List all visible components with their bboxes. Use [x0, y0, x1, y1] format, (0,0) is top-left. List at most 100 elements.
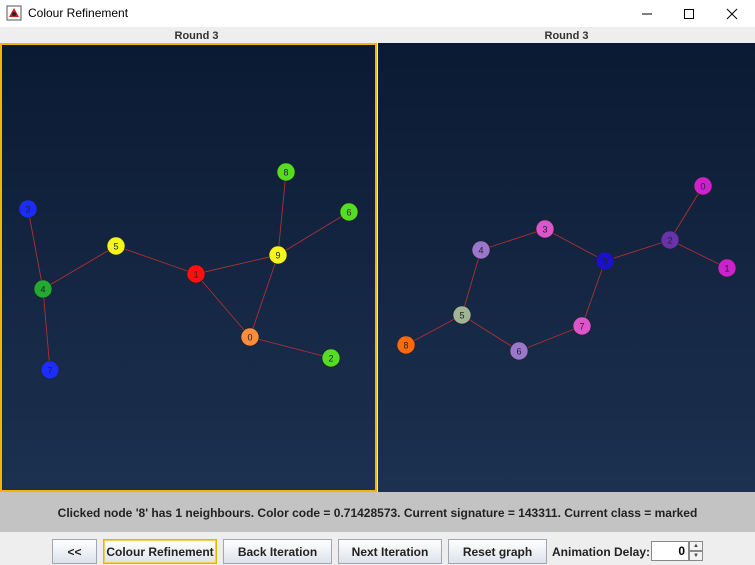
left-edge-1-9 — [195, 254, 279, 275]
right-node-circle[interactable] — [452, 305, 472, 325]
right-node-0[interactable]: 0 — [693, 176, 713, 196]
right-node-label: 4 — [478, 246, 483, 256]
left-node-circle[interactable] — [339, 202, 359, 222]
left-node-label: 8 — [283, 168, 288, 178]
left-node-circle[interactable] — [240, 327, 260, 347]
left-node-9[interactable]: 9 — [268, 245, 288, 265]
chevron-down-icon: ▼ — [693, 553, 699, 559]
left-edge-5-1 — [115, 245, 197, 275]
right-node-3[interactable]: 3 — [535, 219, 555, 239]
right-edge-9-7 — [581, 260, 606, 327]
left-node-label: 9 — [275, 251, 280, 261]
right-node-8[interactable]: 8 — [396, 335, 416, 355]
right-edge-6-7 — [518, 325, 583, 352]
left-edge-9-0 — [249, 254, 279, 338]
left-round-label: Round 3 — [174, 30, 219, 42]
left-node-label: 7 — [47, 366, 52, 376]
left-node-circle[interactable] — [33, 279, 53, 299]
back-iteration-button[interactable]: Back Iteration — [223, 539, 332, 564]
left-node-1[interactable]: 1 — [186, 264, 206, 284]
right-graph-canvas[interactable]: 0 1 2 3 4 5 6 7 8 9 — [378, 43, 755, 492]
right-node-circle[interactable] — [717, 258, 737, 278]
right-node-1[interactable]: 1 — [717, 258, 737, 278]
animation-delay-label: Animation Delay: — [552, 545, 651, 559]
left-node-label: 1 — [193, 270, 198, 280]
left-node-label: 6 — [346, 208, 351, 218]
right-node-label: 8 — [403, 341, 408, 351]
animation-delay-spinner[interactable]: 0 ▲ ▼ — [651, 541, 703, 561]
left-edge-3-4 — [27, 208, 44, 290]
window-title: Colour Refinement — [28, 6, 129, 20]
next-iteration-button[interactable]: Next Iteration — [338, 539, 442, 564]
right-edge-3-4 — [480, 228, 546, 251]
right-node-6[interactable]: 6 — [509, 341, 529, 361]
right-node-2[interactable]: 2 — [660, 230, 680, 250]
reset-graph-button[interactable]: Reset graph — [448, 539, 547, 564]
status-message: Clicked node '8' has 1 neighbours. Color… — [57, 506, 698, 520]
left-node-label: 4 — [40, 285, 45, 295]
left-node-8[interactable]: 8 — [276, 162, 296, 182]
back-all-button[interactable]: << — [52, 539, 97, 564]
left-node-circle[interactable] — [106, 236, 126, 256]
left-node-5[interactable]: 5 — [106, 236, 126, 256]
right-node-circle[interactable] — [535, 219, 555, 239]
right-node-label: 2 — [667, 236, 672, 246]
left-node-3[interactable]: 3 — [18, 199, 38, 219]
right-node-label: 6 — [516, 347, 521, 357]
minimize-button[interactable] — [624, 0, 670, 27]
left-edge-4-7 — [42, 288, 51, 371]
right-node-4[interactable]: 4 — [471, 240, 491, 260]
left-node-circle[interactable] — [186, 264, 206, 284]
right-node-circle[interactable] — [660, 230, 680, 250]
status-bar: Clicked node '8' has 1 neighbours. Color… — [0, 492, 755, 532]
left-edge-9-6 — [277, 211, 350, 256]
right-node-circle[interactable] — [471, 240, 491, 260]
right-node-label: 7 — [579, 322, 584, 332]
left-node-circle[interactable] — [40, 360, 60, 380]
right-node-label: 5 — [459, 311, 464, 321]
left-edge-9-8 — [277, 171, 287, 256]
left-node-0[interactable]: 0 — [240, 327, 260, 347]
right-node-label: 3 — [542, 225, 547, 235]
left-graph-svg[interactable]: 0 1 2 3 4 5 6 7 8 9 — [2, 45, 375, 490]
left-edge-0-2 — [249, 336, 332, 359]
left-node-7[interactable]: 7 — [40, 360, 60, 380]
maximize-button[interactable] — [666, 0, 712, 27]
left-edge-1-0 — [195, 273, 251, 338]
right-node-label: 0 — [700, 182, 705, 192]
left-node-circle[interactable] — [276, 162, 296, 182]
right-edge-0-2 — [669, 185, 704, 241]
right-edge-9-3 — [544, 228, 606, 262]
left-node-label: 3 — [25, 205, 30, 215]
spinner-up-button[interactable]: ▲ — [689, 541, 703, 551]
left-node-6[interactable]: 6 — [339, 202, 359, 222]
left-node-4[interactable]: 4 — [33, 279, 53, 299]
right-node-5[interactable]: 5 — [452, 305, 472, 325]
right-node-circle[interactable] — [509, 341, 529, 361]
colour-refinement-button[interactable]: Colour Refinement — [103, 539, 217, 564]
minimize-icon — [642, 13, 652, 14]
right-node-circle[interactable] — [595, 251, 615, 271]
right-node-7[interactable]: 7 — [572, 316, 592, 336]
title-bar: Colour Refinement — [0, 0, 755, 27]
app-icon — [6, 5, 22, 21]
right-round-label: Round 3 — [544, 30, 589, 42]
right-node-circle[interactable] — [396, 335, 416, 355]
right-edge-5-6 — [461, 314, 520, 352]
chevron-up-icon: ▲ — [693, 543, 699, 549]
left-node-label: 5 — [113, 242, 118, 252]
close-button[interactable] — [709, 0, 755, 27]
right-graph-svg[interactable]: 0 1 2 3 4 5 6 7 8 9 — [378, 43, 755, 492]
left-node-circle[interactable] — [321, 348, 341, 368]
right-node-9[interactable]: 9 — [595, 251, 615, 271]
right-node-circle[interactable] — [572, 316, 592, 336]
animation-delay-input[interactable]: 0 — [651, 541, 689, 561]
left-node-circle[interactable] — [18, 199, 38, 219]
right-node-circle[interactable] — [693, 176, 713, 196]
left-edge-4-5 — [42, 245, 117, 290]
left-graph-canvas[interactable]: 0 1 2 3 4 5 6 7 8 9 — [0, 43, 377, 492]
spinner-down-button[interactable]: ▼ — [689, 551, 703, 561]
left-node-2[interactable]: 2 — [321, 348, 341, 368]
right-edge-2-1 — [669, 239, 728, 269]
left-node-circle[interactable] — [268, 245, 288, 265]
